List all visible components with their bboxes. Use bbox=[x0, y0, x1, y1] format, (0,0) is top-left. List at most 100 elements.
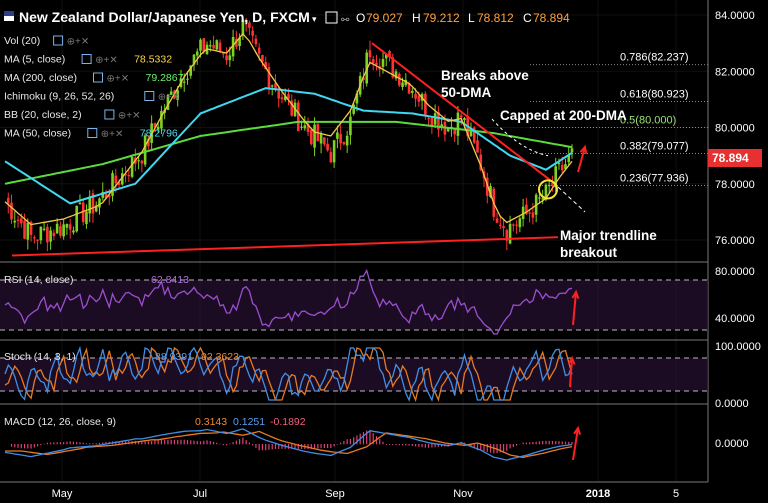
histogram-bar bbox=[141, 441, 143, 445]
histogram-bar bbox=[307, 444, 309, 450]
indicator-settings-icon[interactable] bbox=[104, 109, 115, 120]
ohlc-open-label: O bbox=[356, 11, 365, 25]
histogram-bar bbox=[281, 444, 283, 449]
candle-body bbox=[551, 182, 554, 185]
candle-body bbox=[36, 239, 39, 241]
price-axis-tick: 84.0000 bbox=[715, 10, 755, 22]
histogram-bar bbox=[395, 444, 397, 446]
histogram-bar bbox=[268, 444, 270, 450]
histogram-bar bbox=[82, 442, 84, 445]
histogram-bar bbox=[63, 442, 65, 445]
arrow-head bbox=[567, 355, 576, 365]
macd-signal-value: 0.1251 bbox=[233, 416, 265, 428]
candle-body bbox=[349, 116, 352, 136]
histogram-bar bbox=[46, 442, 48, 445]
candle-body bbox=[107, 195, 111, 198]
candle-body bbox=[78, 202, 82, 205]
indicator-label[interactable]: BB (20, close, 2) bbox=[4, 109, 82, 121]
indicator-tools-icon[interactable]: ⊕+✕ bbox=[101, 129, 124, 140]
candle-body bbox=[186, 78, 189, 80]
time-axis-tick: 2018 bbox=[586, 488, 610, 500]
macd-label[interactable]: MACD (12, 26, close, 9) bbox=[4, 416, 116, 428]
ohlc-close-label: C bbox=[523, 11, 532, 25]
indicator-tools-icon[interactable]: ⊕+✕ bbox=[67, 37, 90, 48]
histogram-bar bbox=[555, 441, 557, 445]
macd-panel[interactable]: MACD (12, 26, close, 9) 0.3143 0.1251 -0… bbox=[4, 416, 581, 461]
candle-body bbox=[391, 57, 395, 78]
histogram-bar bbox=[33, 444, 35, 448]
histogram-bar bbox=[532, 441, 534, 445]
candle-body bbox=[528, 212, 531, 214]
candle-body bbox=[101, 191, 105, 198]
indicator-tools-icon[interactable]: ⊕+✕ bbox=[95, 55, 118, 66]
indicator-settings-icon[interactable] bbox=[81, 54, 92, 64]
settings-icon[interactable] bbox=[325, 11, 338, 24]
indicator-value: 78.5332 bbox=[134, 54, 172, 66]
arrow-head bbox=[579, 144, 588, 155]
indicator-settings-icon[interactable] bbox=[144, 91, 155, 101]
stoch-panel[interactable]: Stoch (14, 3, 1) 88.9391 92.3623 bbox=[0, 345, 708, 403]
candle-body bbox=[521, 206, 525, 219]
stoch-label[interactable]: Stoch (14, 3, 1) bbox=[4, 351, 76, 363]
indicator-tools-icon[interactable]: ⊕+✕ bbox=[158, 92, 181, 103]
indicator-label[interactable]: MA (50, close) bbox=[4, 128, 71, 140]
rsi-label[interactable]: RSI (14, close) bbox=[4, 274, 73, 286]
indicator-tools-icon[interactable]: ⊕+✕ bbox=[118, 111, 141, 122]
candle-body bbox=[300, 126, 303, 128]
histogram-bar bbox=[258, 444, 260, 451]
price-axis[interactable]: 84.0000 82.0000 80.0000 78.0000 76.0000 bbox=[715, 10, 755, 247]
indicator-settings-icon[interactable] bbox=[53, 35, 64, 46]
candle-body bbox=[384, 54, 388, 59]
histogram-bar bbox=[27, 444, 29, 449]
breakout-circle bbox=[538, 179, 558, 200]
price-panel[interactable] bbox=[4, 17, 708, 257]
histogram-bar bbox=[506, 444, 508, 451]
candle-body bbox=[228, 55, 232, 61]
histogram-bar bbox=[206, 440, 208, 445]
histogram-bar bbox=[470, 444, 472, 447]
histogram-bar bbox=[535, 441, 537, 445]
candle-body bbox=[91, 193, 95, 214]
candle-body bbox=[199, 39, 202, 51]
histogram-bar bbox=[186, 439, 189, 445]
histogram-bar bbox=[379, 439, 381, 445]
histogram-bar bbox=[525, 442, 527, 445]
indicator-label[interactable]: Ichimoku (9, 26, 52, 26) bbox=[4, 91, 114, 103]
indicator-settings-icon[interactable] bbox=[87, 128, 98, 138]
histogram-bar bbox=[441, 444, 443, 447]
histogram-bar bbox=[124, 441, 127, 445]
candle-body bbox=[127, 174, 131, 177]
indicator-label[interactable]: MA (5, close) bbox=[4, 54, 65, 66]
symbol-title[interactable]: New Zealand Dollar/Japanese Yen, D, FXCM bbox=[19, 9, 310, 25]
candle-body bbox=[459, 115, 463, 118]
candle-body bbox=[23, 220, 26, 239]
candle-body bbox=[62, 224, 65, 237]
histogram-bar bbox=[428, 444, 430, 448]
indicator-label[interactable]: MA (200, close) bbox=[4, 72, 77, 84]
candle-body bbox=[6, 197, 10, 204]
candle-body bbox=[274, 83, 277, 90]
time-axis[interactable]: May Jul Sep Nov 2018 5 bbox=[52, 488, 679, 500]
indicator-label[interactable]: Vol (20) bbox=[4, 35, 40, 47]
candle-body bbox=[33, 237, 36, 239]
candle-body bbox=[160, 110, 163, 129]
indicator-tools-icon[interactable]: ⊕+✕ bbox=[107, 74, 130, 85]
rsi-panel[interactable]: RSI (14, close) 62.8413 bbox=[0, 268, 708, 335]
up-arrow-price bbox=[577, 144, 588, 173]
candle-body bbox=[29, 221, 33, 235]
histogram-bar bbox=[252, 444, 254, 446]
candle-body bbox=[437, 111, 440, 130]
ma200-line bbox=[4, 120, 573, 185]
candle-body bbox=[472, 127, 476, 143]
indicator-settings-icon[interactable] bbox=[93, 72, 103, 83]
chevron-down-icon[interactable]: ▾ bbox=[312, 14, 317, 24]
candle-body bbox=[59, 226, 62, 236]
more-icon[interactable]: ⚯ bbox=[341, 15, 350, 26]
histogram-bar bbox=[85, 443, 88, 445]
support-trendline bbox=[11, 236, 559, 257]
candle-body bbox=[222, 53, 225, 55]
histogram-bar bbox=[561, 441, 563, 445]
fib-label-0236: 0.236(77.936) bbox=[620, 173, 689, 185]
